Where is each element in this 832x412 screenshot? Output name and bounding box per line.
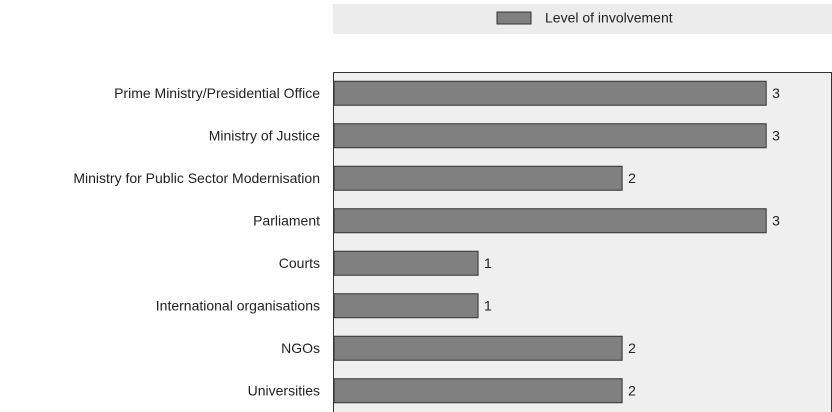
y-tick-label: NGOs bbox=[281, 340, 320, 356]
value-label: 2 bbox=[628, 340, 636, 356]
bar bbox=[333, 335, 623, 361]
bar bbox=[333, 293, 479, 319]
y-tick-label: Parliament bbox=[253, 212, 320, 228]
legend-box bbox=[333, 4, 832, 34]
value-label: 3 bbox=[772, 212, 780, 228]
bar bbox=[333, 123, 767, 149]
value-label: 2 bbox=[628, 170, 636, 186]
y-tick-label: Ministry for Public Sector Modernisation bbox=[73, 170, 320, 186]
y-tick-label: Ministry of Justice bbox=[209, 127, 320, 143]
value-label: 1 bbox=[484, 255, 492, 271]
bar bbox=[333, 165, 623, 191]
y-tick-label: International organisations bbox=[156, 297, 320, 313]
y-tick-label: Universities bbox=[248, 382, 320, 398]
value-label: 3 bbox=[772, 85, 780, 101]
bar bbox=[333, 208, 767, 234]
value-label: 1 bbox=[484, 297, 492, 313]
legend-swatch bbox=[496, 11, 532, 25]
bar bbox=[333, 80, 767, 106]
bar bbox=[333, 378, 623, 404]
value-label: 2 bbox=[628, 382, 636, 398]
value-label: 3 bbox=[772, 127, 780, 143]
legend-label: Level of involvement bbox=[545, 10, 673, 26]
bar bbox=[333, 250, 479, 276]
y-tick-label: Prime Ministry/Presidential Office bbox=[114, 85, 320, 101]
y-tick-label: Courts bbox=[279, 255, 320, 271]
